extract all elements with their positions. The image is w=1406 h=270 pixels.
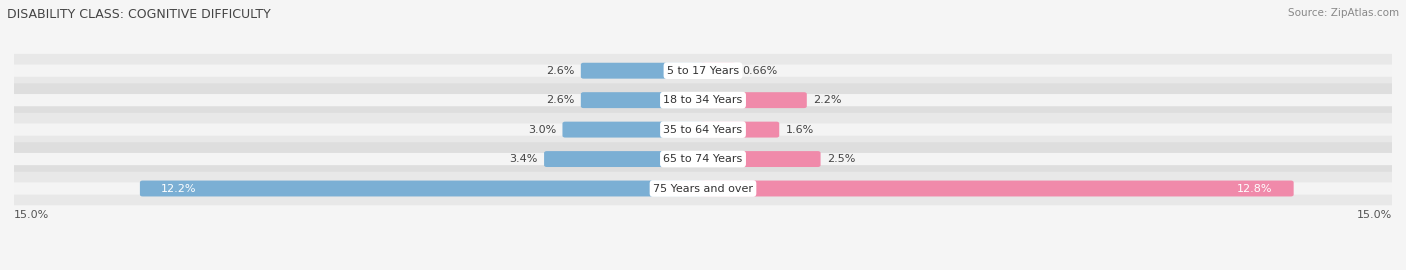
- Text: 15.0%: 15.0%: [1357, 210, 1392, 220]
- FancyBboxPatch shape: [581, 92, 706, 108]
- Text: 18 to 34 Years: 18 to 34 Years: [664, 95, 742, 105]
- FancyBboxPatch shape: [141, 181, 706, 197]
- FancyBboxPatch shape: [6, 83, 1400, 117]
- Text: 0.66%: 0.66%: [742, 66, 778, 76]
- FancyBboxPatch shape: [6, 142, 1400, 176]
- Text: 3.0%: 3.0%: [527, 124, 555, 135]
- FancyBboxPatch shape: [6, 113, 1400, 146]
- FancyBboxPatch shape: [11, 123, 1395, 136]
- FancyBboxPatch shape: [6, 54, 1400, 87]
- Text: 65 to 74 Years: 65 to 74 Years: [664, 154, 742, 164]
- FancyBboxPatch shape: [700, 122, 779, 137]
- Text: 2.6%: 2.6%: [546, 66, 575, 76]
- FancyBboxPatch shape: [700, 181, 1294, 197]
- Text: 2.6%: 2.6%: [546, 95, 575, 105]
- FancyBboxPatch shape: [581, 63, 706, 79]
- Text: 75 Years and over: 75 Years and over: [652, 184, 754, 194]
- FancyBboxPatch shape: [562, 122, 706, 137]
- FancyBboxPatch shape: [6, 172, 1400, 205]
- Text: 12.8%: 12.8%: [1237, 184, 1272, 194]
- Legend: Male, Female: Male, Female: [644, 266, 762, 270]
- FancyBboxPatch shape: [700, 151, 821, 167]
- Text: 5 to 17 Years: 5 to 17 Years: [666, 66, 740, 76]
- Text: 2.5%: 2.5%: [827, 154, 855, 164]
- FancyBboxPatch shape: [700, 63, 737, 79]
- FancyBboxPatch shape: [11, 153, 1395, 165]
- Text: DISABILITY CLASS: COGNITIVE DIFFICULTY: DISABILITY CLASS: COGNITIVE DIFFICULTY: [7, 8, 271, 21]
- FancyBboxPatch shape: [11, 183, 1395, 195]
- Text: 3.4%: 3.4%: [509, 154, 537, 164]
- Text: Source: ZipAtlas.com: Source: ZipAtlas.com: [1288, 8, 1399, 18]
- FancyBboxPatch shape: [544, 151, 706, 167]
- FancyBboxPatch shape: [700, 92, 807, 108]
- Text: 35 to 64 Years: 35 to 64 Years: [664, 124, 742, 135]
- Text: 12.2%: 12.2%: [162, 184, 197, 194]
- Text: 15.0%: 15.0%: [14, 210, 49, 220]
- FancyBboxPatch shape: [11, 65, 1395, 77]
- FancyBboxPatch shape: [11, 94, 1395, 106]
- Text: 2.2%: 2.2%: [813, 95, 842, 105]
- Text: 1.6%: 1.6%: [786, 124, 814, 135]
